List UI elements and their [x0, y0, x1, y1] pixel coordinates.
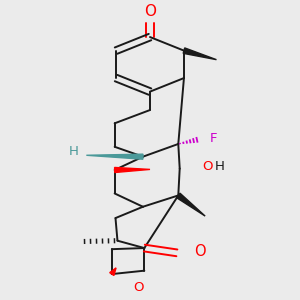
Polygon shape: [177, 193, 205, 216]
Text: O: O: [202, 160, 213, 173]
Polygon shape: [115, 167, 150, 172]
Polygon shape: [183, 48, 217, 60]
Text: O: O: [144, 4, 156, 19]
Text: F: F: [210, 131, 218, 145]
Polygon shape: [86, 154, 143, 159]
Polygon shape: [110, 268, 116, 275]
Text: H: H: [69, 145, 79, 158]
Text: O: O: [194, 244, 206, 259]
Text: H: H: [215, 160, 225, 173]
Text: O: O: [134, 281, 144, 294]
